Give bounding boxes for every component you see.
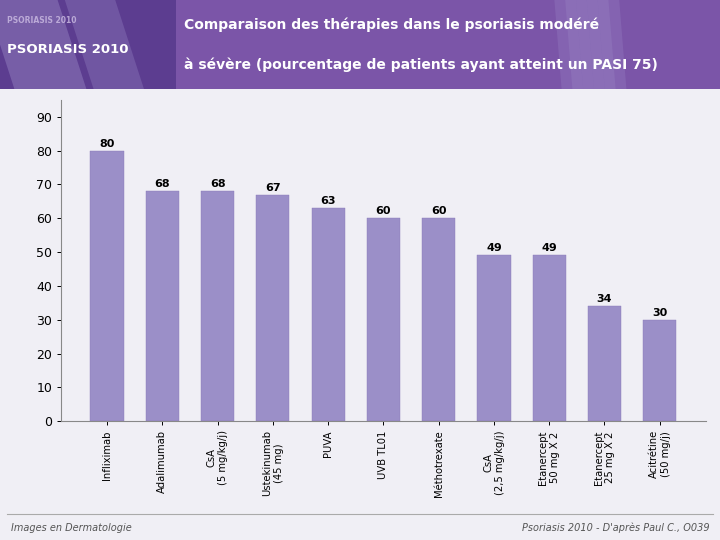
- Text: 68: 68: [155, 179, 170, 189]
- Bar: [366, 218, 400, 421]
- Polygon shape: [0, 0, 86, 89]
- Text: 63: 63: [320, 196, 336, 206]
- Bar: [588, 306, 621, 421]
- Bar: [201, 191, 234, 421]
- Text: PSORIASIS 2010: PSORIASIS 2010: [7, 16, 77, 25]
- Bar: [477, 255, 510, 421]
- Text: 34: 34: [597, 294, 612, 304]
- Polygon shape: [554, 0, 583, 89]
- Text: Comparaison des thérapies dans le psoriasis modéré: Comparaison des thérapies dans le psoria…: [184, 18, 599, 32]
- Text: 49: 49: [486, 244, 502, 253]
- Text: 80: 80: [99, 139, 114, 148]
- Bar: [422, 218, 455, 421]
- Text: PSORIASIS 2010: PSORIASIS 2010: [7, 43, 129, 56]
- Text: 67: 67: [265, 183, 281, 193]
- Polygon shape: [65, 0, 144, 89]
- Bar: [643, 320, 676, 421]
- Text: 60: 60: [376, 206, 391, 216]
- Polygon shape: [598, 0, 626, 89]
- Polygon shape: [587, 0, 616, 89]
- Bar: [312, 208, 345, 421]
- Polygon shape: [565, 0, 594, 89]
- Polygon shape: [576, 0, 605, 89]
- Text: 30: 30: [652, 308, 667, 318]
- Text: 60: 60: [431, 206, 446, 216]
- Bar: [256, 194, 289, 421]
- Text: 68: 68: [210, 179, 225, 189]
- Bar: [0, 0, 176, 89]
- Bar: [91, 151, 124, 421]
- Bar: [533, 255, 566, 421]
- Text: Images en Dermatologie: Images en Dermatologie: [11, 523, 132, 533]
- Bar: [145, 191, 179, 421]
- Text: à sévère (pourcentage de patients ayant atteint un PASI 75): à sévère (pourcentage de patients ayant …: [184, 58, 657, 72]
- Text: 49: 49: [541, 244, 557, 253]
- Text: Psoriasis 2010 - D'après Paul C., O039: Psoriasis 2010 - D'après Paul C., O039: [521, 523, 709, 534]
